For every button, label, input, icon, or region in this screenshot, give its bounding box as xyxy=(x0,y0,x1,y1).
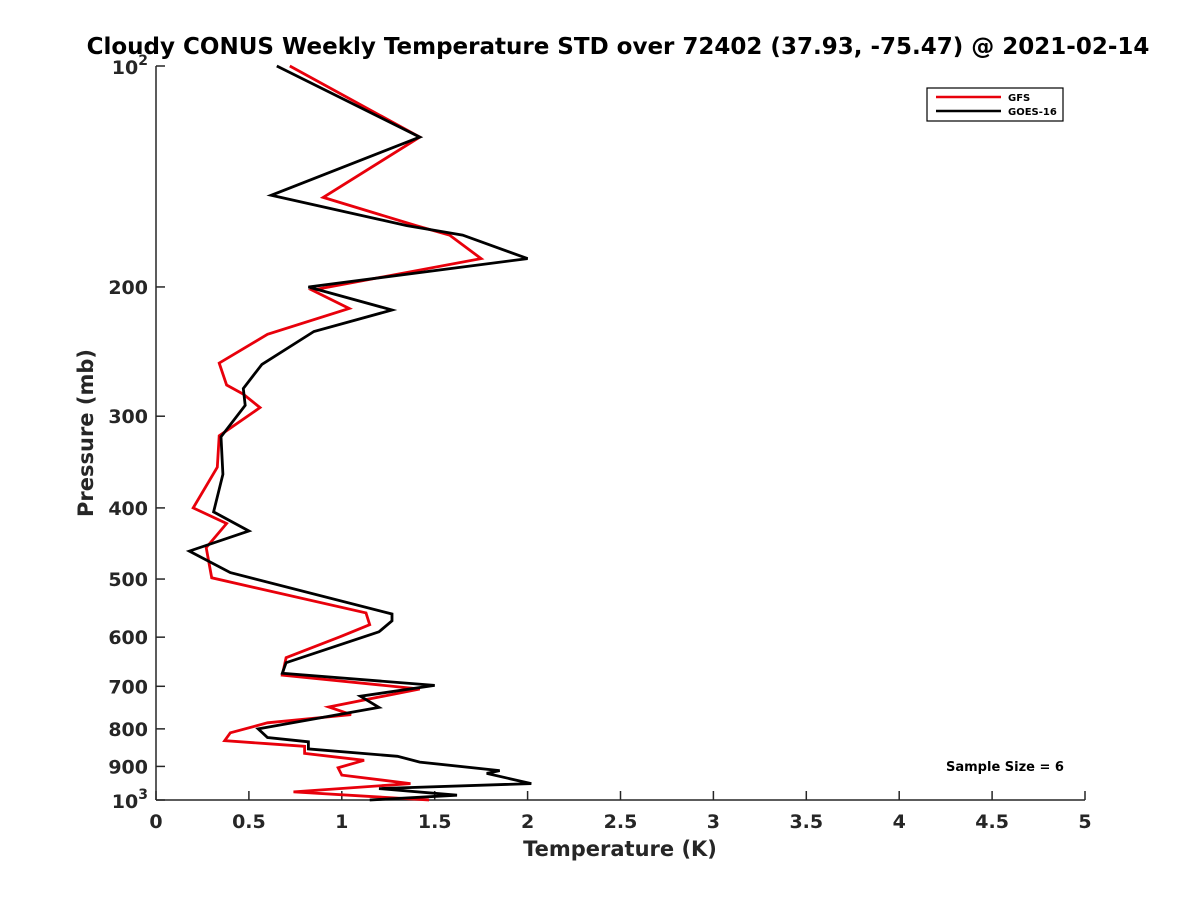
series-line-goes16 xyxy=(185,64,532,802)
chart-title: Cloudy CONUS Weekly Temperature STD over… xyxy=(87,34,1150,60)
x-tick-label: 4.5 xyxy=(975,811,1009,833)
y-tick-base: 10 xyxy=(112,57,138,79)
y-tick-label: 400 xyxy=(108,498,148,520)
y-tick-label: 300 xyxy=(108,406,148,428)
series-lines xyxy=(185,64,532,802)
x-ticks: 0 0.5 1 1.5 2 2.5 3 3.5 4 4.5 5 xyxy=(149,791,1092,833)
y-tick-exponent: 3 xyxy=(138,787,148,803)
x-tick-label: 3 xyxy=(707,811,720,833)
series-line-gfs xyxy=(191,64,485,802)
y-tick-label: 600 xyxy=(108,627,148,649)
y-tick-label: 200 xyxy=(108,277,148,299)
sample-size-note: Sample Size = 6 xyxy=(946,760,1064,775)
y-tick-label: 102 xyxy=(112,53,148,79)
y-tick-label: 500 xyxy=(108,569,148,591)
legend-box xyxy=(926,87,1064,122)
x-tick-label: 1 xyxy=(335,811,348,833)
x-tick-label: 5 xyxy=(1078,811,1091,833)
y-tick-label: 103 xyxy=(112,787,148,813)
y-tick-base: 10 xyxy=(112,791,138,813)
y-tick-label: 800 xyxy=(108,719,148,741)
legend-label-gfs: GFS xyxy=(1008,93,1030,104)
x-tick-label: 4 xyxy=(893,811,906,833)
x-tick-label: 2 xyxy=(521,811,534,833)
x-tick-label: 3.5 xyxy=(789,811,823,833)
y-tick-label: 700 xyxy=(108,676,148,698)
y-axis-label: Pressure (mb) xyxy=(74,349,98,517)
x-tick-label: 1.5 xyxy=(418,811,452,833)
x-tick-label: 0.5 xyxy=(232,811,266,833)
plot-area: 0 0.5 1 1.5 2 2.5 3 3.5 4 4.5 5 102200300400500600… xyxy=(108,53,1091,833)
y-tick-exponent: 2 xyxy=(138,53,148,69)
y-tick-label: 900 xyxy=(108,756,148,778)
legend-label-goes16: GOES-16 xyxy=(1008,107,1057,118)
x-tick-label: 0 xyxy=(149,811,162,833)
x-tick-label: 2.5 xyxy=(604,811,638,833)
legend: GFS GOES-16 xyxy=(926,87,1064,122)
x-axis-label: Temperature (K) xyxy=(523,837,717,861)
